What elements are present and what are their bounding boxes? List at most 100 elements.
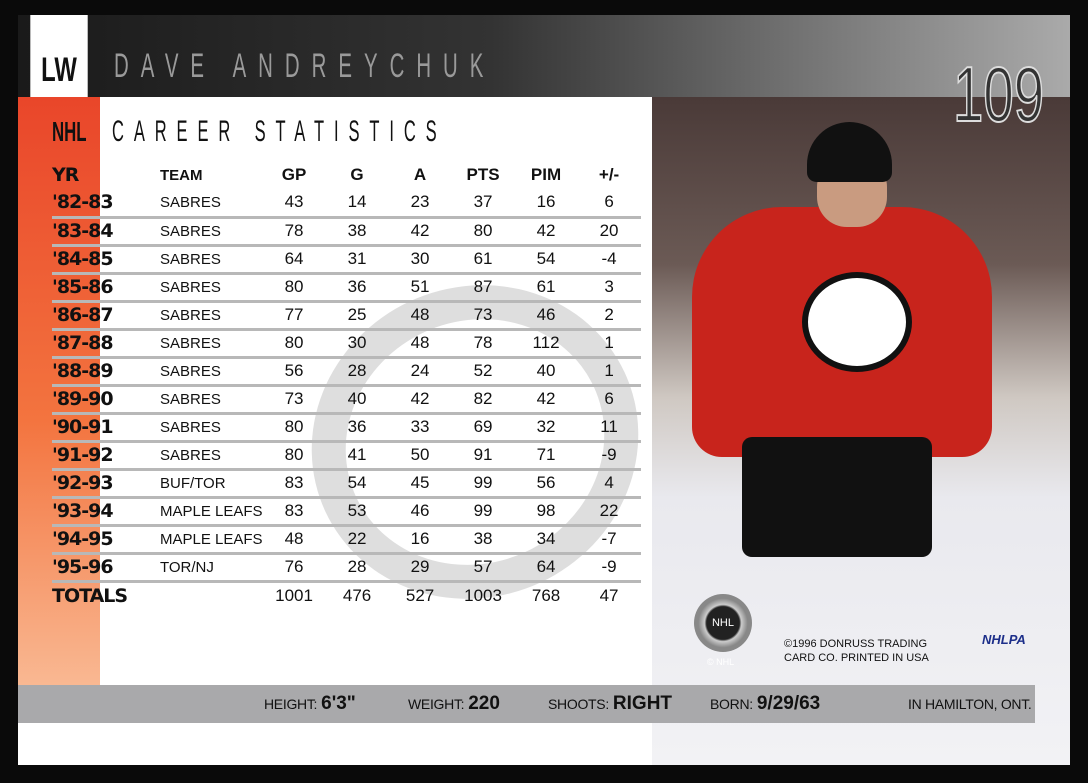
career-statistics-title: CAREER STATISTICS <box>112 115 447 148</box>
table-cell: TOR/NJ <box>160 553 263 583</box>
nhlpa-logo: NHLPA <box>982 632 1026 647</box>
table-cell: 47 <box>599 585 619 605</box>
table-cell: 527 <box>405 585 435 605</box>
table-row: '90-91 SABRES 80 36 33 69 32 11 <box>52 413 641 443</box>
table-cell: 6 <box>577 385 641 415</box>
table-cell: SABRES <box>160 301 263 331</box>
table-cell: 42 <box>514 385 578 415</box>
table-cell: SABRES <box>160 413 263 443</box>
table-cell <box>160 581 263 609</box>
table-cell: 54 <box>514 245 578 275</box>
table-cell: 42 <box>388 217 452 247</box>
devils-jersey-logo <box>802 272 912 372</box>
table-cell: '89-90 <box>52 385 160 415</box>
table-cell: -4 <box>577 245 641 275</box>
table-cell: 52 <box>451 357 515 387</box>
table-cell: 80 <box>262 413 326 443</box>
table-cell: 14 <box>325 189 389 219</box>
column-header: YR <box>52 164 79 186</box>
table-cell: 77 <box>262 301 326 331</box>
table-cell: 6 <box>577 189 641 219</box>
table-cell: '88-89 <box>52 357 160 387</box>
copyright-line-2: CARD CO. PRINTED IN USA <box>784 652 929 664</box>
card-number: 109 <box>952 49 1045 139</box>
table-cell: 43 <box>262 189 326 219</box>
table-cell: 83 <box>262 497 326 527</box>
table-cell: 1 <box>577 329 641 359</box>
bio-bar: HEIGHT: 6'3" WEIGHT: 220 SHOOTS: RIGHT BORN… <box>18 685 1035 723</box>
table-cell: 16 <box>514 189 578 219</box>
header-bar: LW DAVE ANDREYCHUK <box>18 15 1070 97</box>
born-label: BORN: <box>710 696 753 712</box>
table-cell: 76 <box>262 553 326 583</box>
table-row: '85-86 SABRES 80 36 51 87 61 3 <box>52 273 641 303</box>
table-cell: 54 <box>325 469 389 499</box>
birthplace: IN HAMILTON, ONT. <box>908 696 1032 712</box>
table-header: YR TEAM GP G A PTS PIM +/- <box>52 161 641 189</box>
table-cell: -9 <box>577 553 641 583</box>
table-cell: 31 <box>325 245 389 275</box>
table-cell: 40 <box>325 385 389 415</box>
table-cell: -7 <box>577 525 641 555</box>
table-cell: 42 <box>388 385 452 415</box>
table-cell: BUF/TOR <box>160 469 263 499</box>
table-cell: 46 <box>514 301 578 331</box>
table-cell: 56 <box>262 357 326 387</box>
table-row: '89-90 SABRES 73 40 42 82 42 6 <box>52 385 641 415</box>
table-cell: SABRES <box>160 357 263 387</box>
table-row: '87-88 SABRES 80 30 48 78 112 1 <box>52 329 641 359</box>
table-cell: MAPLE LEAFS <box>160 525 263 555</box>
table-cell: 87 <box>451 273 515 303</box>
table-row: '88-89 SABRES 56 28 24 52 40 1 <box>52 357 641 387</box>
table-cell: 768 <box>531 585 561 605</box>
table-cell: 53 <box>325 497 389 527</box>
table-cell: 1 <box>577 357 641 387</box>
weight-group: WEIGHT: 220 <box>408 685 500 723</box>
table-cell: TOTALS <box>52 584 128 607</box>
table-cell: 4 <box>577 469 641 499</box>
birthplace-group: IN HAMILTON, ONT. <box>908 685 1032 723</box>
weight-label: WEIGHT: <box>408 696 465 712</box>
table-cell: '95-96 <box>52 553 160 583</box>
card-back: LW DAVE ANDREYCHUK 109 NHL CAREER STATIST… <box>18 15 1070 765</box>
table-cell: 37 <box>451 189 515 219</box>
table-cell: 80 <box>262 273 326 303</box>
table-row: '92-93 BUF/TOR 83 54 45 99 56 4 <box>52 469 641 499</box>
table-cell: '94-95 <box>52 525 160 555</box>
table-cell: 11 <box>577 413 641 443</box>
column-header: PIM <box>530 165 562 184</box>
weight-value: 220 <box>468 693 500 714</box>
table-cell: SABRES <box>160 441 263 471</box>
table-cell: 38 <box>325 217 389 247</box>
table-row: '94-95 MAPLE LEAFS 48 22 16 38 34 -7 <box>52 525 641 555</box>
table-row: '82-83 SABRES 43 14 23 37 16 6 <box>52 189 641 219</box>
table-row: '83-84 SABRES 78 38 42 80 42 20 <box>52 217 641 247</box>
table-cell: 476 <box>342 585 372 605</box>
shoots-value: RIGHT <box>612 693 673 714</box>
height-value: 6'3" <box>321 693 356 714</box>
height-group: HEIGHT: 6'3" <box>264 685 356 723</box>
table-cell: 30 <box>388 245 452 275</box>
table-cell: SABRES <box>160 329 263 359</box>
table-cell: '83-84 <box>52 217 160 247</box>
pants <box>742 437 932 557</box>
copyright: ©1996 DONRUSS TRADING CARD CO. PRINTED I… <box>784 637 929 665</box>
table-row: '86-87 SABRES 77 25 48 73 46 2 <box>52 301 641 331</box>
table-cell: 56 <box>514 469 578 499</box>
nhl-copyright: © NHL <box>707 657 735 667</box>
table-cell: 32 <box>514 413 578 443</box>
column-header: GP <box>281 165 307 184</box>
column-header: G <box>350 165 364 184</box>
table-cell: '90-91 <box>52 413 160 443</box>
table-cell: 2 <box>577 301 641 331</box>
stats-table: YR TEAM GP G A PTS PIM +/- '82-83 SABRES 43 14 23 37… <box>52 161 641 609</box>
born-group: BORN: 9/29/63 <box>710 685 820 723</box>
table-cell: '93-94 <box>52 497 160 527</box>
table-cell: 98 <box>514 497 578 527</box>
table-cell: 24 <box>388 357 452 387</box>
table-cell: 71 <box>514 441 578 471</box>
table-cell: 69 <box>451 413 515 443</box>
table-cell: 73 <box>451 301 515 331</box>
table-cell: 36 <box>325 413 389 443</box>
table-cell: 78 <box>451 329 515 359</box>
